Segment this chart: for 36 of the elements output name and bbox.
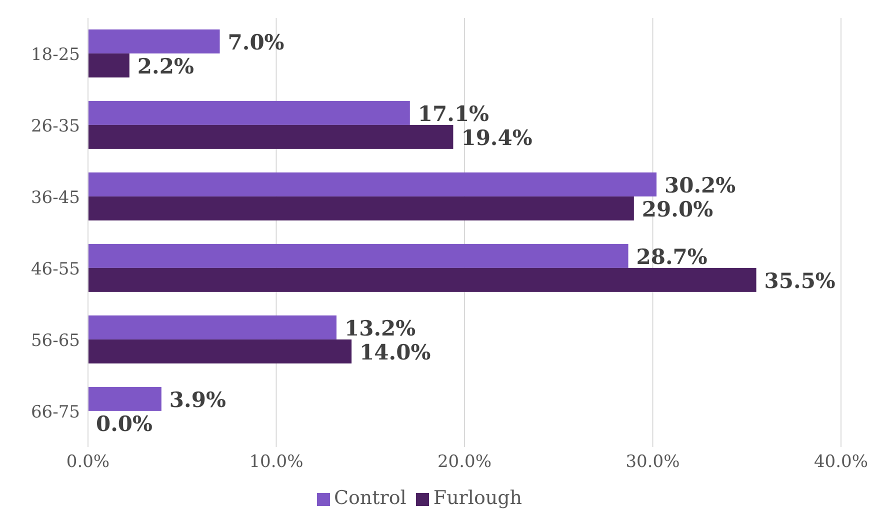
data-label: 29.0% bbox=[642, 196, 714, 222]
y-tick-label: 18-25 bbox=[30, 44, 80, 65]
bar bbox=[88, 339, 352, 364]
bar bbox=[88, 172, 657, 196]
bar bbox=[88, 29, 220, 54]
legend-label: Control bbox=[334, 487, 406, 509]
data-label: 19.4% bbox=[461, 124, 532, 150]
bar bbox=[88, 315, 336, 340]
data-label: 35.5% bbox=[764, 268, 836, 293]
data-label: 28.7% bbox=[636, 244, 708, 269]
data-label: 14.0% bbox=[360, 339, 431, 364]
x-tick-label: 20.0% bbox=[437, 452, 492, 472]
x-tick-label: 40.0% bbox=[814, 452, 868, 472]
data-label: 30.2% bbox=[664, 172, 736, 198]
data-label: 2.2% bbox=[137, 53, 194, 78]
y-tick-label: 56-65 bbox=[30, 330, 80, 351]
bar bbox=[88, 124, 454, 149]
y-tick-label: 66-75 bbox=[30, 402, 80, 422]
x-tick-label: 10.0% bbox=[249, 452, 304, 472]
data-label: 13.2% bbox=[344, 315, 416, 340]
y-tick-label: 46-55 bbox=[30, 259, 80, 280]
bar bbox=[88, 196, 634, 220]
bar bbox=[88, 244, 628, 268]
x-tick-label: 30.0% bbox=[626, 452, 680, 472]
bar bbox=[88, 268, 756, 292]
data-label: 0.0% bbox=[96, 410, 153, 436]
data-label: 17.1% bbox=[418, 100, 490, 126]
x-tick-label: 0.0% bbox=[66, 452, 110, 472]
legend-label: Furlough bbox=[433, 487, 522, 509]
data-label: 7.0% bbox=[228, 29, 284, 54]
bar bbox=[88, 53, 130, 78]
bar bbox=[88, 100, 410, 125]
y-tick-label: 36-45 bbox=[30, 188, 80, 208]
y-tick-label: 26-35 bbox=[30, 116, 80, 136]
bar bbox=[88, 386, 162, 411]
data-label: 3.9% bbox=[169, 386, 226, 412]
